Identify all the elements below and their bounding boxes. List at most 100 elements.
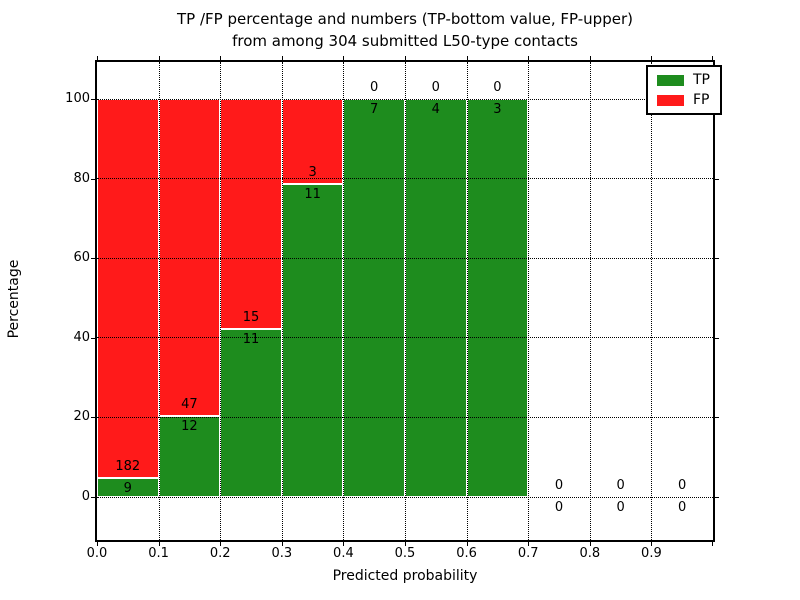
- y-tick-label: 60: [73, 250, 90, 266]
- chart-title: TP /FP percentage and numbers (TP-bottom…: [97, 8, 713, 52]
- tp-count-label: 12: [181, 419, 198, 435]
- y-tick-mark: [91, 258, 95, 259]
- y-tick-mark: [715, 497, 719, 498]
- y-tick-mark: [715, 179, 719, 180]
- fp-bar-segment: [97, 99, 159, 479]
- vertical-gridline: [528, 62, 530, 540]
- tp-count-label: 7: [370, 102, 379, 117]
- x-tick-mark: [220, 56, 221, 60]
- x-tick-mark: [97, 542, 98, 546]
- tp-count-label: 0: [678, 500, 687, 515]
- fp-bar-segment: [220, 99, 282, 329]
- x-axis-label: Predicted probability: [332, 568, 478, 584]
- x-tick-mark: [405, 542, 406, 546]
- x-tick-label: 0.2: [209, 546, 231, 561]
- y-tick-mark: [91, 99, 95, 100]
- x-tick-mark: [282, 56, 283, 60]
- tp-count-label: 0: [554, 500, 564, 515]
- vertical-gridline: [343, 62, 345, 540]
- horizontal-gridline: [97, 416, 713, 418]
- x-tick-mark: [528, 56, 529, 60]
- tp-count-label: 11: [242, 331, 260, 347]
- y-tick-mark: [91, 417, 95, 418]
- fp-count-label: 0: [678, 478, 687, 493]
- x-tick-label: 0.0: [86, 546, 108, 561]
- x-tick-mark: [712, 56, 713, 60]
- x-tick-mark: [343, 542, 344, 546]
- vertical-gridline: [589, 62, 591, 540]
- x-tick-mark: [651, 542, 652, 546]
- tp-bar-segment: [97, 478, 159, 497]
- x-tick-mark: [220, 542, 221, 546]
- legend-entry-tp: TP: [657, 73, 710, 87]
- tp-bar-segment: [405, 99, 467, 497]
- legend-entry-fp: FP: [657, 93, 710, 107]
- y-tick-label: 80: [73, 170, 90, 186]
- horizontal-gridline: [97, 98, 713, 100]
- x-tick-mark: [405, 56, 406, 60]
- y-tick-label: 0: [81, 489, 90, 504]
- vertical-gridline: [220, 62, 222, 540]
- x-tick-mark: [159, 542, 160, 546]
- x-tick-mark: [282, 542, 283, 546]
- plot-area: 182 9 47 12 15 11 3 11 0 7 0 4 0 3 0 0 0 0 0 0: [91, 56, 719, 546]
- y-tick-mark: [715, 338, 719, 339]
- y-tick-label: 100: [65, 91, 90, 106]
- y-tick-mark: [715, 258, 719, 259]
- x-tick-label: 0.9: [641, 546, 662, 561]
- tp-count-label: 3: [493, 102, 502, 117]
- fp-count-label: 0: [493, 80, 502, 95]
- tp-count-label: 0: [616, 500, 625, 515]
- tp-bar-segment: [220, 328, 282, 497]
- horizontal-gridline: [97, 496, 713, 498]
- x-tick-mark: [712, 542, 713, 546]
- vertical-gridline: [651, 62, 653, 540]
- y-tick-mark: [91, 179, 95, 180]
- tp-swatch-icon: [657, 74, 684, 86]
- y-tick-label: 20: [73, 409, 90, 425]
- x-tick-label: 0.7: [517, 546, 539, 561]
- tp-bar-segment: [466, 99, 529, 497]
- fp-count-label: 0: [554, 478, 564, 493]
- horizontal-gridline: [97, 178, 713, 180]
- x-tick-mark: [159, 56, 160, 60]
- x-tick-mark: [467, 56, 468, 60]
- x-tick-mark: [590, 56, 591, 60]
- x-tick-mark: [343, 56, 344, 60]
- x-tick-label: 0.4: [333, 546, 354, 561]
- x-tick-label: 0.3: [271, 546, 293, 561]
- legend-label-fp: FP: [693, 92, 710, 108]
- vertical-gridline: [405, 62, 406, 540]
- y-tick-mark: [715, 417, 719, 418]
- y-tick-mark: [91, 338, 95, 339]
- x-tick-mark: [97, 56, 98, 60]
- x-tick-label: 0.5: [394, 546, 416, 561]
- horizontal-gridline: [97, 257, 713, 259]
- tp-bar-segment: [158, 416, 221, 497]
- y-tick-label: 40: [73, 329, 90, 345]
- legend: TP FP: [646, 65, 722, 115]
- tp-count-label: 4: [431, 102, 440, 117]
- x-tick-mark: [528, 542, 529, 546]
- vertical-gridline: [281, 62, 283, 540]
- horizontal-gridline: [97, 337, 713, 339]
- y-tick-mark: [91, 497, 95, 498]
- vertical-gridline: [158, 62, 160, 540]
- x-tick-mark: [467, 542, 468, 546]
- x-tick-mark: [590, 542, 591, 546]
- fp-count-label: 3: [308, 165, 317, 181]
- fp-count-label: 15: [242, 309, 260, 325]
- tp-count-label: 9: [123, 481, 132, 497]
- fp-count-label: 47: [181, 397, 198, 413]
- fp-bar-segment: [158, 99, 221, 417]
- tp-count-label: 11: [304, 187, 321, 203]
- x-tick-label: 0.8: [579, 546, 601, 561]
- x-tick-label: 0.1: [148, 546, 169, 561]
- tp-bar-segment: [343, 99, 405, 497]
- fp-swatch-icon: [657, 94, 684, 106]
- fp-count-label: 0: [431, 80, 440, 95]
- y-axis-label: Percentage: [6, 259, 22, 339]
- chart-title-line2: from among 304 submitted L50-type contac…: [232, 32, 578, 50]
- vertical-gridline: [466, 62, 468, 540]
